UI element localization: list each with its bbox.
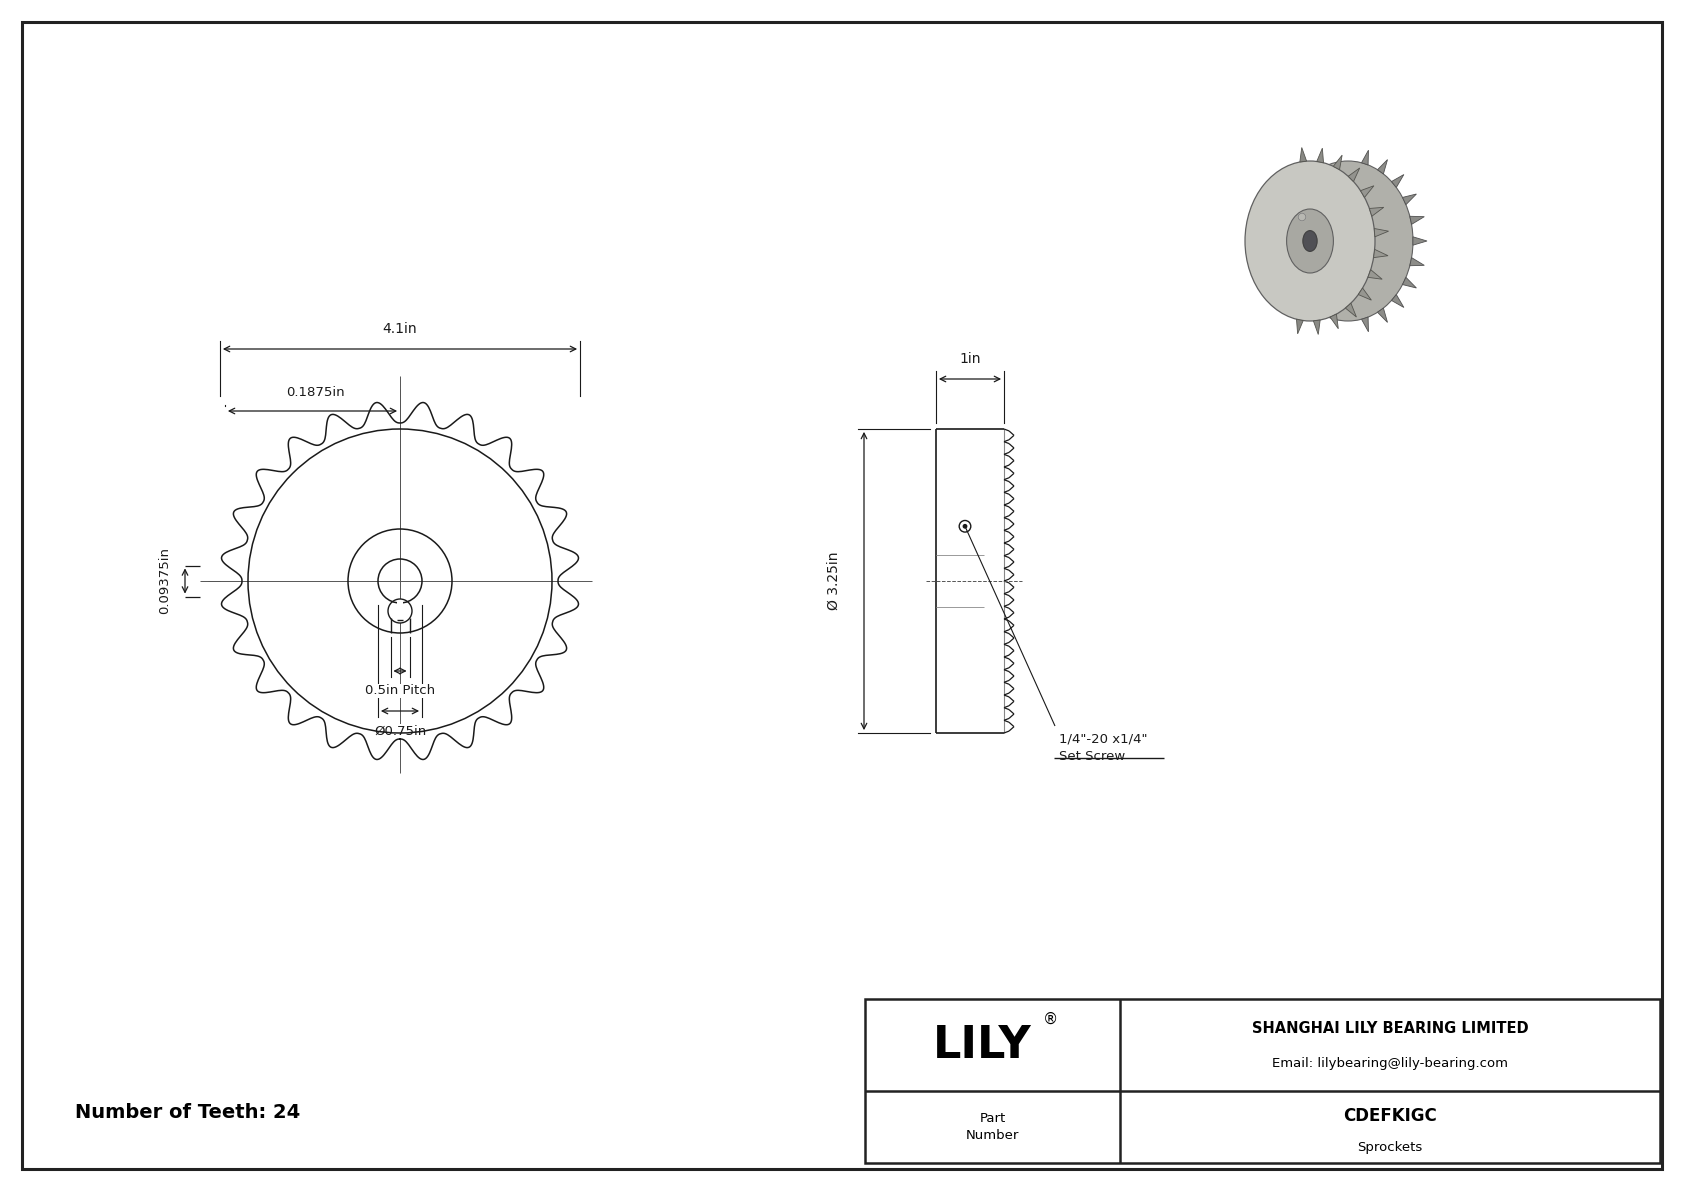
Bar — [866, 999, 1660, 1162]
Polygon shape — [1410, 257, 1425, 266]
Polygon shape — [1410, 217, 1425, 224]
Polygon shape — [1359, 288, 1371, 300]
Text: LILY: LILY — [933, 1023, 1032, 1066]
Polygon shape — [1297, 319, 1303, 333]
Text: 0.5in Pitch: 0.5in Pitch — [365, 685, 434, 698]
Ellipse shape — [1303, 231, 1317, 251]
Ellipse shape — [1244, 161, 1376, 322]
Polygon shape — [1374, 249, 1388, 257]
Polygon shape — [1369, 207, 1384, 217]
Polygon shape — [1374, 229, 1389, 237]
Polygon shape — [1362, 317, 1369, 332]
Ellipse shape — [1283, 161, 1413, 322]
Text: Email: lilybearing@lily-bearing.com: Email: lilybearing@lily-bearing.com — [1271, 1056, 1507, 1070]
Text: Part
Number: Part Number — [967, 1112, 1019, 1142]
Text: 1/4"-20 x1/4": 1/4"-20 x1/4" — [1059, 732, 1147, 746]
Circle shape — [1298, 213, 1305, 220]
Polygon shape — [1330, 314, 1339, 329]
Polygon shape — [1403, 194, 1416, 205]
Text: Sprockets: Sprockets — [1357, 1141, 1423, 1154]
Polygon shape — [1403, 278, 1416, 288]
Text: 0.09375in: 0.09375in — [158, 548, 172, 615]
Text: ®: ® — [1042, 1011, 1058, 1027]
Polygon shape — [1362, 150, 1369, 164]
Polygon shape — [1346, 304, 1356, 317]
Polygon shape — [1413, 237, 1426, 245]
Polygon shape — [1378, 308, 1388, 323]
Text: Set Screw: Set Screw — [1059, 750, 1125, 763]
Polygon shape — [1317, 148, 1324, 163]
Text: 4.1in: 4.1in — [382, 322, 418, 336]
Text: SHANGHAI LILY BEARING LIMITED: SHANGHAI LILY BEARING LIMITED — [1251, 1021, 1529, 1036]
Polygon shape — [1334, 155, 1342, 170]
Polygon shape — [1378, 160, 1388, 174]
Polygon shape — [1349, 168, 1359, 181]
Text: 1in: 1in — [960, 353, 980, 366]
Text: Number of Teeth: 24: Number of Teeth: 24 — [76, 1104, 300, 1122]
Polygon shape — [1367, 269, 1383, 279]
Bar — [397, 599, 404, 623]
Text: CDEFKIGC: CDEFKIGC — [1344, 1108, 1436, 1125]
Circle shape — [963, 524, 967, 528]
Polygon shape — [1314, 320, 1320, 335]
Text: Ø0.75in: Ø0.75in — [374, 724, 426, 737]
Text: Ø 3.25in: Ø 3.25in — [827, 551, 840, 610]
Polygon shape — [1391, 294, 1404, 307]
Polygon shape — [1300, 148, 1307, 162]
Polygon shape — [1361, 186, 1374, 198]
Polygon shape — [1391, 175, 1404, 187]
Ellipse shape — [1287, 208, 1334, 273]
Text: 0.1875in: 0.1875in — [286, 386, 344, 399]
